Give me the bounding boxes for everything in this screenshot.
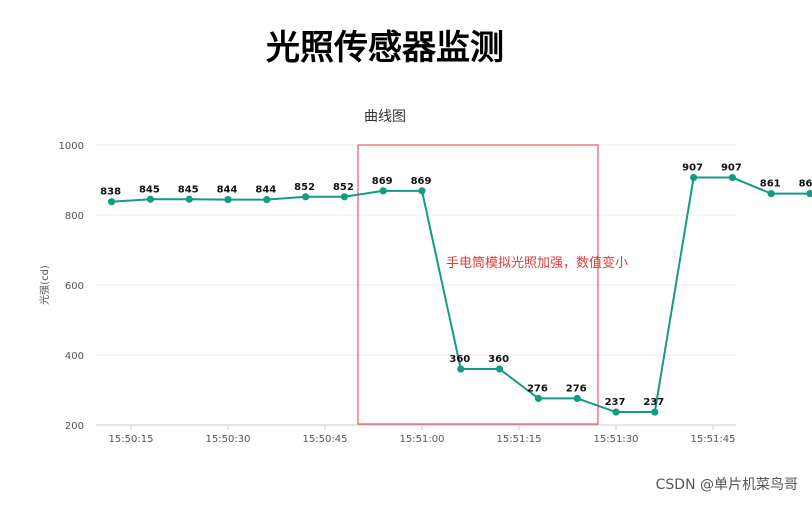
data-label: 852 [294,182,315,193]
data-point [418,187,426,195]
data-point [185,195,193,203]
series-line [111,176,812,414]
data-point [767,190,775,198]
data-point [806,190,812,198]
series-layer [108,173,812,416]
data-label: 861 [760,179,781,190]
data-label: 360 [449,354,470,365]
data-point [108,198,116,206]
data-label: 360 [488,354,509,365]
data-point [457,365,465,373]
data-label: 869 [372,176,393,187]
data-label: 276 [566,383,587,394]
highlight-box [357,144,599,425]
chart-title: 曲线图 [364,109,406,125]
data-point [340,193,348,201]
axes: 200 400 600 800 1000 15:50:15 15:50:30 15:50:45… [59,141,736,445]
data-label: 845 [178,184,199,195]
data-label: 907 [682,163,703,174]
data-point [573,394,581,402]
data-point [728,173,737,182]
data-label: 845 [139,184,160,195]
y-tick-label: 600 [65,281,84,292]
y-tick-label: 1000 [59,141,84,152]
data-point [263,196,271,204]
y-tick-label: 200 [65,421,84,432]
x-tick-label: 15:50:30 [206,434,251,445]
data-point [496,365,504,373]
x-tick-label: 15:50:45 [303,434,348,445]
x-tick-label: 15:51:15 [497,434,542,445]
data-label: 237 [605,397,626,408]
annotation-text: 手电筒模拟光照加强，数值变小 [446,255,628,271]
data-point [146,195,154,203]
x-tick-label: 15:51:45 [691,434,736,445]
watermark: CSDN @单片机菜鸟哥 [655,477,798,493]
data-point [612,408,620,416]
data-label: 838 [100,187,121,198]
grid-lines [96,144,736,356]
data-point [534,394,543,402]
y-axis-label: 光强(cd) [38,265,51,305]
data-label: 844 [217,185,238,196]
x-tick-label: 15:50:15 [109,434,154,445]
data-point [379,187,387,195]
data-labels: 838 845 845 844 844 852 852 869 869 360 360 276 276 2… [100,163,812,408]
data-point [690,173,698,182]
y-tick-label: 400 [65,351,84,362]
x-tick-label: 15:51:30 [594,434,639,445]
data-label: 237 [643,397,664,408]
data-label: 907 [721,163,742,174]
page-title: 光照传感器监测 [266,28,504,68]
y-tick-label: 800 [65,211,84,222]
x-tick-label: 15:51:00 [400,434,445,445]
data-point [224,196,232,204]
data-label: 844 [255,185,276,196]
data-label: 852 [333,182,354,193]
data-label: 861 [799,179,812,190]
data-label: 276 [527,383,548,394]
data-point [651,408,659,416]
data-label: 869 [411,176,432,187]
data-point [302,193,310,201]
